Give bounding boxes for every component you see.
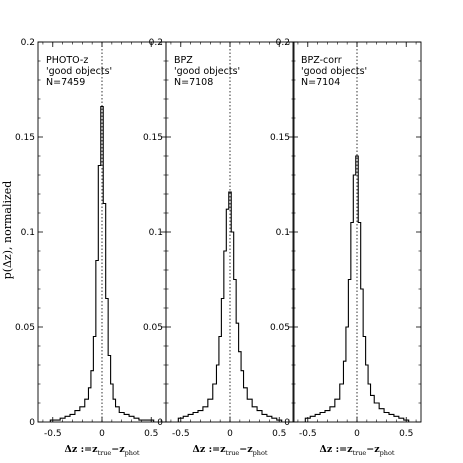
y-tick-label: 0	[157, 418, 163, 428]
y-tick-label: 0.15	[143, 133, 163, 143]
x-tick-label: 0	[354, 429, 360, 439]
y-tick-label: 0.2	[21, 38, 35, 48]
y-tick-label: 0.1	[149, 228, 163, 238]
annotation-line-2: 'good objects'	[301, 66, 367, 77]
x-tick-label: 0	[99, 429, 105, 439]
x-axis-label: Δz :=ztrue−zphot	[193, 444, 268, 457]
y-tick-label: 0.05	[15, 323, 35, 333]
y-tick-label: 0.2	[276, 38, 290, 48]
y-tick-label: 0.1	[276, 228, 290, 238]
y-tick-label: 0.15	[270, 133, 290, 143]
annotation-line-1: PHOTO-z	[46, 55, 88, 66]
annotation-line-1: BPZ-corr	[301, 55, 342, 66]
x-tick-label: -0.5	[44, 429, 62, 439]
x-axis-label: Δz :=ztrue−zphot	[320, 444, 395, 457]
y-tick-label: 0.05	[270, 323, 290, 333]
y-axis-label: p(Δz), normalized	[1, 181, 14, 280]
annotation-line-1: BPZ	[174, 55, 193, 66]
x-tick-label: 0.5	[399, 429, 413, 439]
annotation-line-3: N=7108	[174, 77, 213, 88]
y-tick-label: 0.1	[21, 228, 35, 238]
annotation-line-2: 'good objects'	[46, 66, 112, 77]
x-tick-label: 0.5	[144, 429, 158, 439]
annotation-line-3: N=7104	[301, 77, 340, 88]
histogram-steps	[177, 191, 283, 422]
histogram-steps	[304, 155, 410, 422]
y-tick-label: 0	[284, 418, 290, 428]
x-tick-label: 0	[227, 429, 233, 439]
annotation-line-2: 'good objects'	[174, 66, 240, 77]
y-tick-label: 0.2	[149, 38, 163, 48]
y-tick-label: 0	[29, 418, 35, 428]
y-tick-label: 0.15	[15, 133, 35, 143]
x-tick-label: -0.5	[299, 429, 317, 439]
y-tick-label: 0.05	[143, 323, 163, 333]
annotation-line-3: N=7459	[46, 77, 85, 88]
x-tick-label: 0.5	[272, 429, 286, 439]
x-axis-label: Δz :=ztrue−zphot	[65, 444, 140, 457]
x-tick-label: -0.5	[172, 429, 190, 439]
histogram-steps	[49, 106, 155, 422]
